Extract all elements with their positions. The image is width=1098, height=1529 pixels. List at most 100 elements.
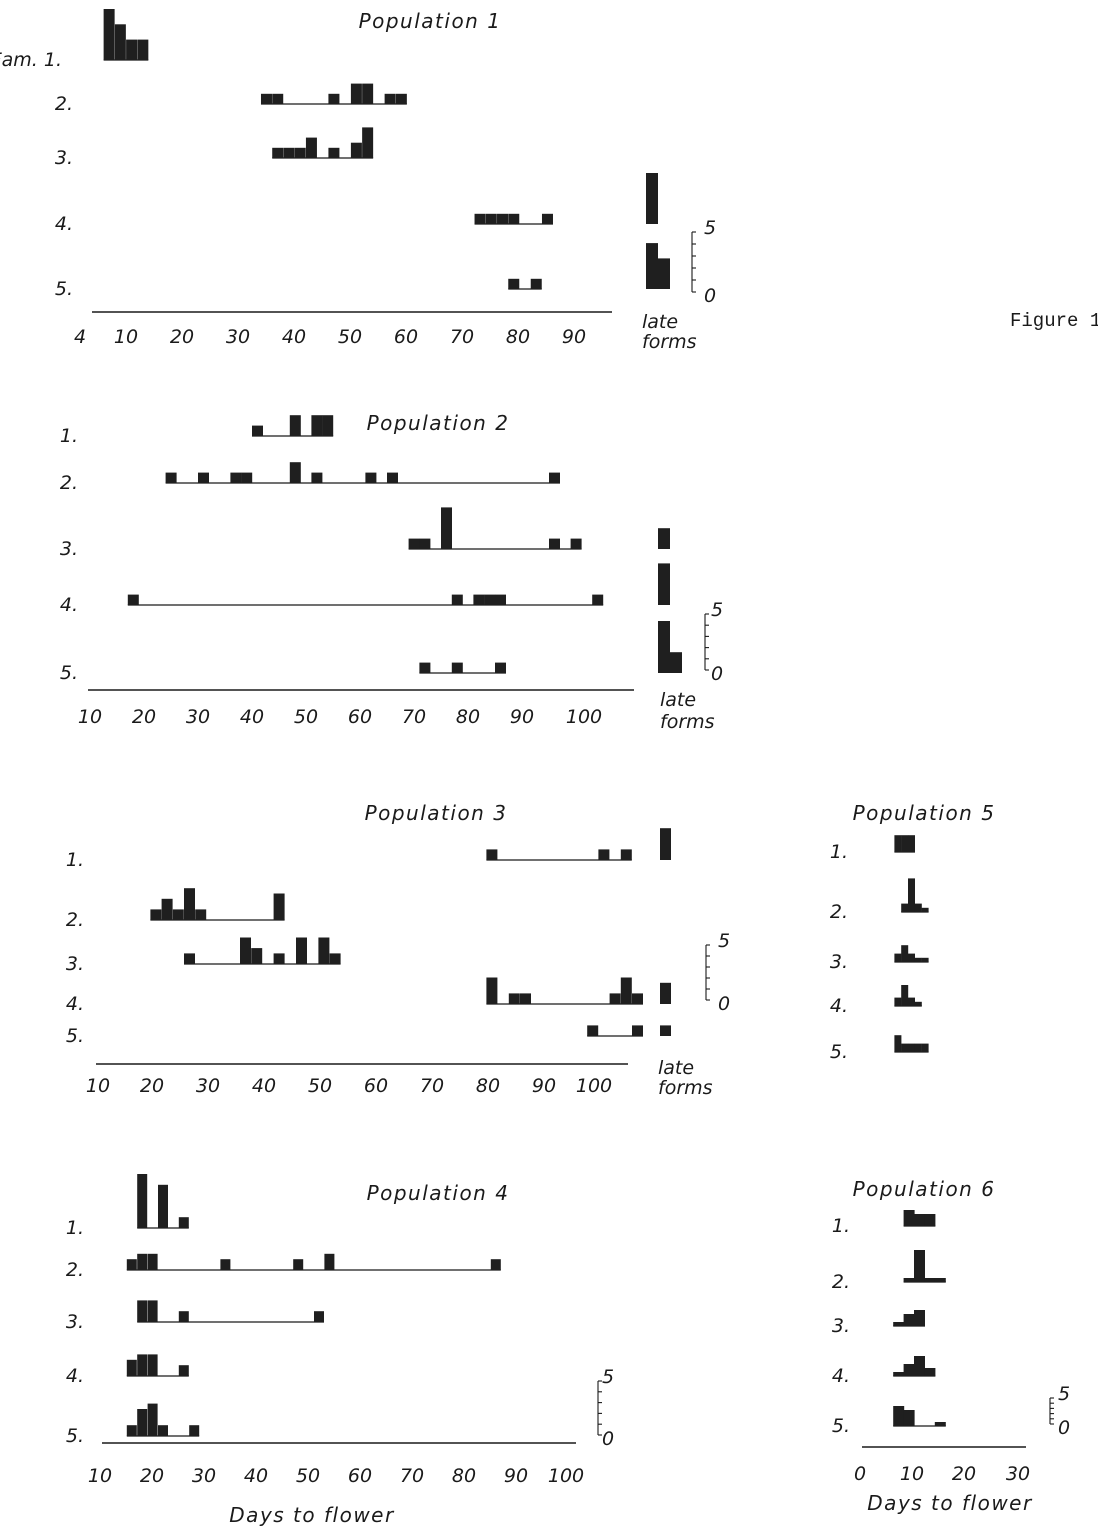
family-label: 1. — [832, 1215, 850, 1237]
x-tick-label: 20 — [132, 706, 156, 728]
late-forms-label: late — [660, 689, 696, 711]
x-tick-label: 50 — [294, 706, 318, 728]
histogram-bar — [161, 898, 173, 920]
family-label: 1. — [66, 1217, 84, 1239]
x-tick-label: 30 — [186, 706, 210, 728]
histogram-bar — [305, 137, 317, 158]
histogram-bar — [251, 948, 263, 964]
histogram-bar — [934, 1422, 946, 1426]
histogram-bar — [894, 835, 902, 852]
histogram-bar — [311, 472, 323, 483]
histogram-bar — [147, 1354, 158, 1376]
histogram-bar — [570, 538, 582, 549]
family-label: 5. — [830, 1041, 848, 1063]
scale-label-bottom: 0 — [602, 1428, 614, 1450]
histogram-bar — [908, 997, 915, 1006]
scale-label-top: 5 — [704, 217, 716, 239]
x-tick-label: 90 — [504, 1465, 528, 1487]
histogram-bar — [272, 147, 284, 158]
panel-title: Population 3 — [365, 801, 508, 825]
x-tick-label: 70 — [402, 706, 426, 728]
x-tick-label: 60 — [394, 326, 418, 348]
histogram-bar — [914, 903, 922, 912]
late-forms-bar — [658, 621, 670, 673]
late-forms-bar — [660, 982, 671, 1004]
histogram-bar — [296, 937, 307, 964]
histogram-bar — [289, 462, 301, 483]
histogram-bar — [158, 1184, 168, 1228]
x-tick-label: 10 — [114, 326, 138, 348]
family-label: 3. — [832, 1315, 850, 1337]
histogram-bar — [387, 472, 398, 483]
histogram-bar — [328, 93, 340, 104]
histogram-bar — [178, 1365, 189, 1376]
histogram-bar — [474, 213, 486, 224]
panels: Population 1Fam. 1.2.3.4.5.4102030405060… — [0, 9, 1070, 1527]
histogram-bar — [273, 953, 285, 964]
scale-bar: 50 — [691, 217, 716, 307]
histogram-bar — [908, 835, 915, 852]
family-label: 5. — [66, 1025, 84, 1047]
histogram-bar — [451, 662, 463, 673]
family-label: 4. — [66, 993, 84, 1015]
histogram-bar — [289, 415, 301, 436]
x-tick-label: 50 — [296, 1465, 320, 1487]
family-label: 2. — [55, 93, 73, 115]
histogram-bar — [126, 39, 138, 60]
family-label: 4. — [60, 594, 78, 616]
x-tick-label: 90 — [510, 706, 534, 728]
late-forms-label: forms — [660, 711, 715, 733]
histogram-bar — [914, 1250, 925, 1282]
family-label: 3. — [66, 953, 84, 975]
family-label: 1. — [66, 849, 84, 871]
family-label: 2. — [830, 901, 848, 923]
histogram-bar — [924, 1214, 936, 1226]
histogram-bar — [451, 594, 463, 605]
histogram-bar — [195, 909, 207, 920]
histogram-bar — [198, 472, 209, 483]
histogram-bar — [127, 594, 139, 605]
histogram-bar — [484, 594, 496, 605]
histogram-bar — [322, 415, 334, 436]
histogram-bar — [137, 1253, 148, 1270]
histogram-bar — [328, 147, 340, 158]
x-tick-label: 10 — [900, 1463, 924, 1485]
x-tick-label: 80 — [476, 1075, 500, 1097]
x-tick-label: 70 — [420, 1075, 444, 1097]
histogram-bar — [520, 993, 531, 1004]
x-tick-label: 30 — [1006, 1463, 1030, 1485]
scale-bar: 50 — [705, 930, 730, 1015]
histogram-bar — [893, 1372, 905, 1376]
family-label: 4. — [832, 1365, 850, 1387]
histogram-bar — [587, 1025, 599, 1036]
histogram-bar — [220, 1259, 231, 1270]
panel-population-2: Population 21.2.3.4.5.10 20 30 40 50 60 70 80 90… — [60, 411, 723, 733]
x-tick-label: 40 — [244, 1465, 268, 1487]
x-tick-label: 100 — [548, 1465, 584, 1487]
histogram-bar — [632, 993, 643, 1004]
histogram-bar — [283, 147, 295, 158]
histogram-bar — [592, 594, 604, 605]
histogram-bar — [924, 1368, 936, 1376]
histogram-bar — [362, 127, 374, 158]
histogram-bar — [178, 1217, 189, 1228]
late-forms-label: late — [658, 1057, 694, 1079]
histogram-bar — [350, 83, 362, 104]
x-tick-label: 0 — [854, 1463, 866, 1485]
histogram-bar — [365, 472, 377, 483]
scale-label-top: 5 — [1058, 1383, 1070, 1405]
scale-bar: 50 — [1049, 1383, 1070, 1439]
histogram-bar — [901, 945, 909, 962]
family-label: 4. — [830, 995, 848, 1017]
x-tick-label: 80 — [452, 1465, 476, 1487]
histogram-bar — [158, 1425, 168, 1436]
histogram-bar — [903, 1410, 915, 1426]
histogram-bar — [137, 39, 149, 60]
x-tick-label: 20 — [952, 1463, 976, 1485]
late-forms-bar — [658, 528, 670, 549]
x-tick-label: 90 — [532, 1075, 556, 1097]
histogram-bar — [908, 878, 915, 912]
histogram-bar — [908, 1043, 915, 1052]
histogram-bar — [893, 1322, 905, 1326]
x-tick-label: 10 — [78, 706, 102, 728]
